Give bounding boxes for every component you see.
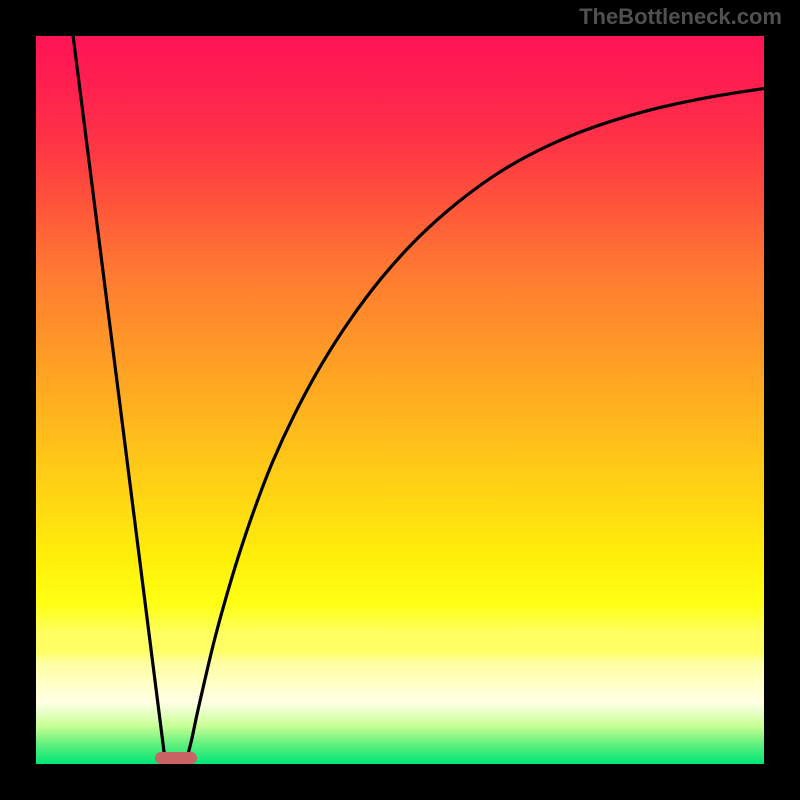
dip-marker xyxy=(155,752,197,764)
plot-area xyxy=(36,36,764,764)
plot-svg xyxy=(36,36,764,764)
chart-container: TheBottleneck.com xyxy=(0,0,800,800)
attribution-label: TheBottleneck.com xyxy=(579,4,782,30)
